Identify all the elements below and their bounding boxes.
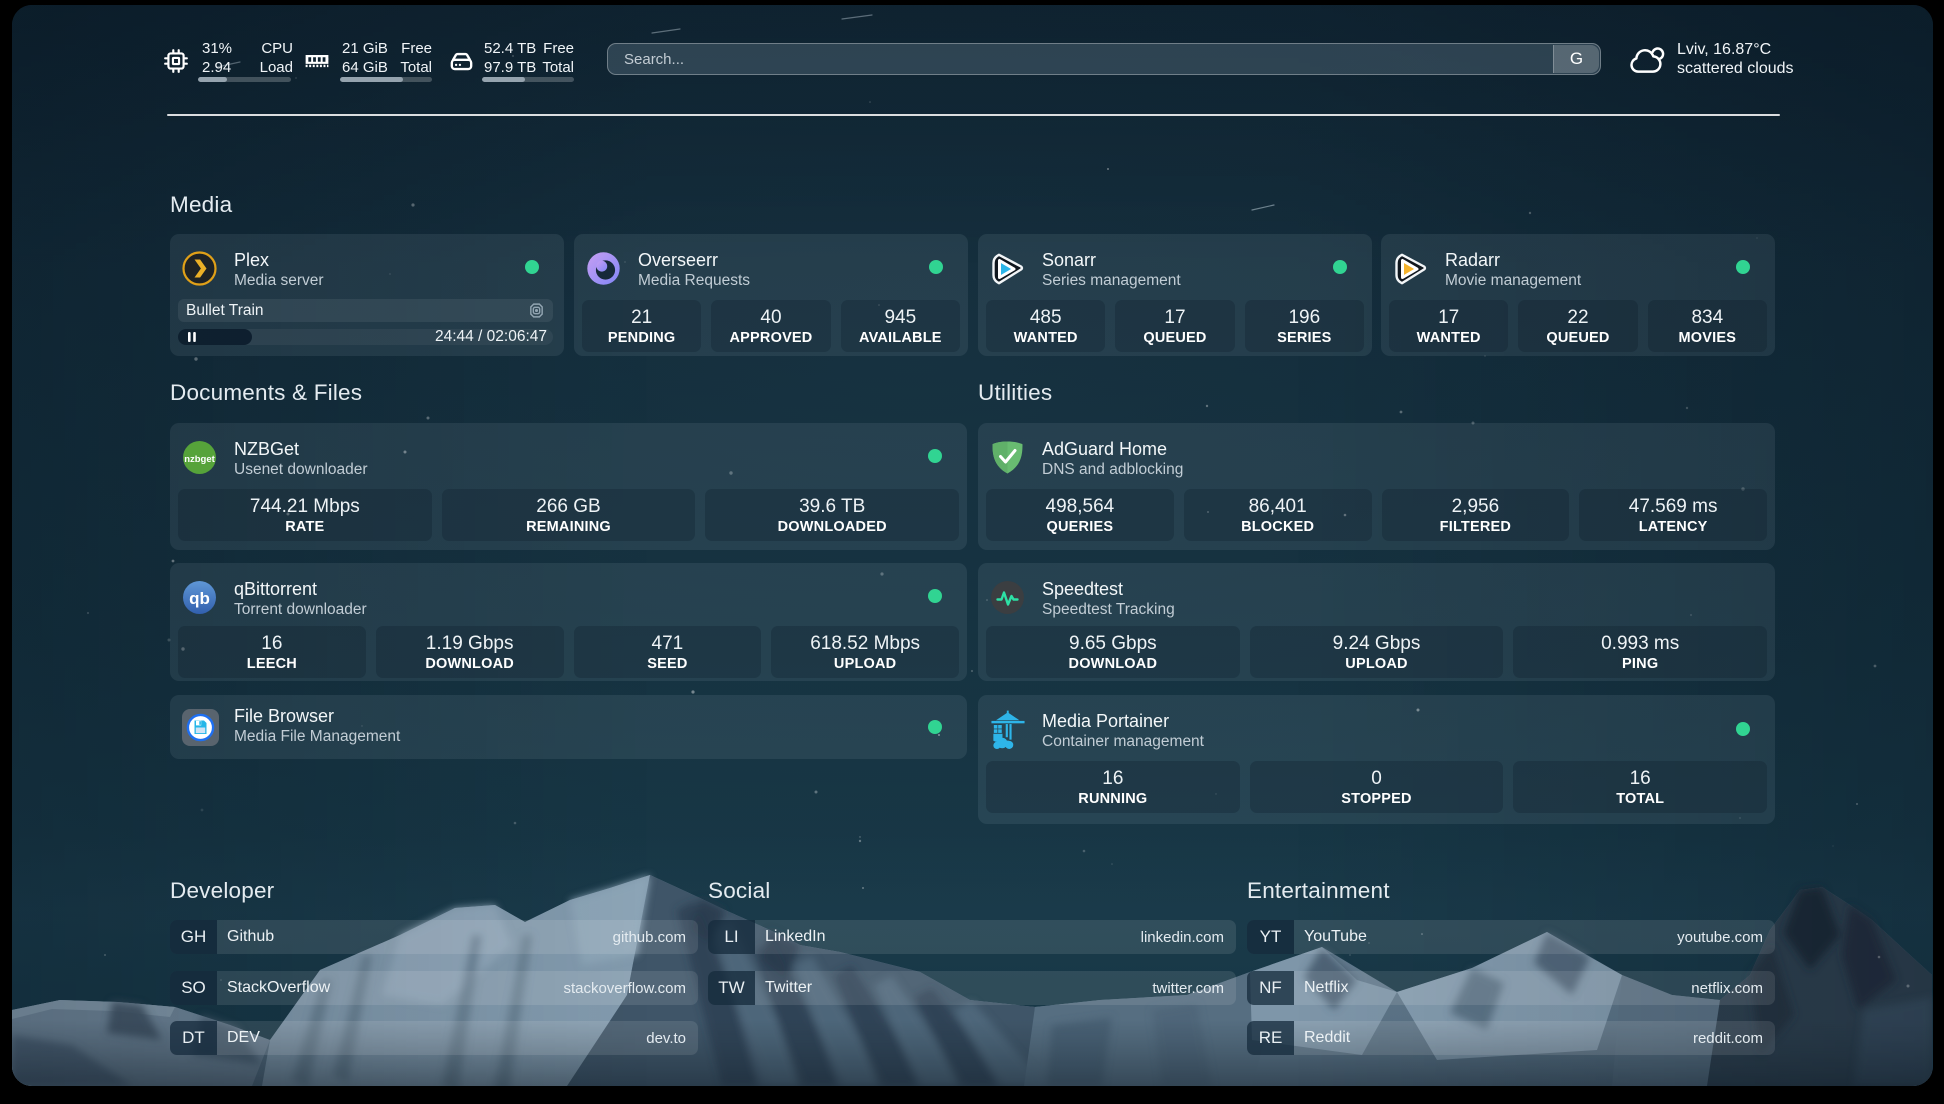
svg-text:nzbget: nzbget bbox=[184, 454, 215, 465]
svg-text:qb: qb bbox=[189, 589, 210, 608]
